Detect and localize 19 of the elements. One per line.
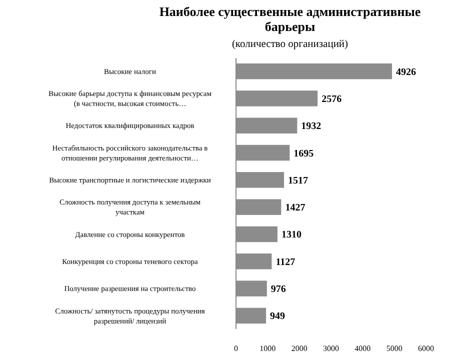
chart-subtitle: (количество организаций) — [232, 39, 349, 50]
data-label: 976 — [270, 284, 286, 296]
x-tick-label: 4000 — [354, 344, 371, 353]
data-label: 1517 — [288, 175, 308, 186]
data-label: 1310 — [281, 230, 302, 241]
data-label: 1695 — [294, 148, 314, 160]
chart-title: Наиболее существенные административные барьеры — [159, 4, 421, 34]
data-label: 2576 — [322, 94, 342, 105]
data-label: 949 — [270, 311, 286, 322]
data-label: 1932 — [301, 121, 322, 132]
data-label: 1427 — [285, 202, 306, 214]
x-tick-label: 5000 — [386, 344, 402, 353]
x-tick-label: 1000 — [260, 344, 276, 353]
data-label: 4926 — [396, 66, 416, 78]
data-label: 1127 — [276, 256, 296, 268]
x-tick-label: 6000 — [418, 344, 434, 353]
x-tick-label: 3000 — [323, 344, 339, 353]
x-tick-label: 2000 — [291, 344, 308, 353]
x-tick-label: 0 — [234, 344, 238, 353]
